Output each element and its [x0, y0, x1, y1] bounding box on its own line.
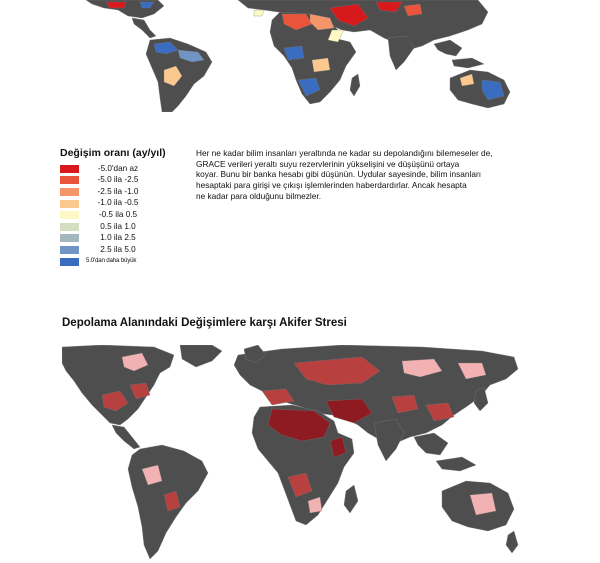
explanation-line: ne kadar para olduğunu bilmezler.	[196, 190, 321, 201]
legend-title: Değişim oranı (ay/yıl)	[60, 147, 166, 159]
legend-swatch	[60, 187, 79, 196]
india	[373, 418, 405, 462]
legend-label: -5.0 ila -2.5	[97, 175, 139, 185]
legend-swatch	[60, 164, 79, 173]
north-america	[62, 345, 175, 426]
legend-item: -2.5 ila -1.0	[60, 186, 190, 198]
legend-item: -5.0 ila -2.5	[60, 175, 190, 187]
central-america	[131, 17, 157, 39]
africa	[251, 404, 355, 526]
groundwater-change-map	[85, 0, 511, 112]
legend-label: 5.0'dan daha büyük	[86, 257, 137, 265]
explanation-line: Her ne kadar bilim insanları yeraltında …	[196, 148, 493, 158]
southeast-asia	[433, 39, 485, 69]
new-zealand	[505, 530, 519, 554]
southeast-asia	[413, 432, 477, 472]
legend-label: -5.0'dan az	[97, 163, 139, 173]
legend-item: 2.5 ila 5.0	[60, 244, 190, 256]
legend-swatch	[60, 222, 79, 231]
legend-swatch	[60, 211, 79, 220]
explanation-line: hesaptaki para girişi ve çıkışı işlemler…	[196, 180, 467, 191]
legend-item: 0.5 ila 1.0	[60, 221, 190, 233]
aquifer-stress-title: Depolama Alanındaki Değişimlere karşı Ak…	[62, 317, 347, 329]
change-rate-regions	[105, 1, 505, 101]
japan	[473, 386, 489, 412]
change-rate-legend: Değişim oranı (ay/yıl) -5.0'dan az -5.0 …	[60, 147, 190, 267]
legend-item: -1.0 ila -0.5	[60, 198, 190, 210]
explanation-line: GRACE verileri yeraltı suyu rezervlerini…	[196, 158, 460, 169]
scandinavia	[243, 345, 267, 364]
legend-swatch	[60, 257, 79, 266]
india	[387, 35, 415, 71]
legend-swatch	[60, 245, 79, 254]
legend-label: 2.5 ila 5.0	[100, 244, 136, 254]
legend-swatch	[60, 234, 79, 243]
madagascar	[343, 484, 359, 514]
aquifer-stress-map	[62, 345, 519, 560]
legend-item: -0.5 ila 0.5	[60, 209, 190, 221]
legend-label: -1.0 ila -0.5	[97, 198, 139, 208]
legend-item: -5.0'dan az	[60, 163, 190, 175]
aquifer-stress-regions	[101, 352, 497, 516]
greenland	[179, 345, 223, 368]
madagascar	[349, 73, 361, 97]
legend-swatch	[60, 199, 79, 208]
legend-items: -5.0'dan az -5.0 ila -2.5 -2.5 ila -1.0 …	[60, 163, 190, 267]
explanation-line: koyar. Bunu bir banka hesabı gibi düşünü…	[196, 169, 482, 180]
legend-label: -2.5 ila -1.0	[97, 186, 139, 196]
legend-label: 1.0 ila 2.5	[100, 233, 136, 243]
legend-label: 0.5 ila 1.0	[100, 221, 136, 231]
legend-swatch	[60, 176, 79, 185]
land-masses	[62, 345, 519, 560]
explanation-text: Her ne kadar bilim insanları yeraltında …	[196, 148, 546, 202]
legend-label: -0.5 ila 0.5	[98, 210, 138, 220]
legend-item: 5.0'dan daha büyük	[60, 256, 190, 268]
legend-item: 1.0 ila 2.5	[60, 233, 190, 245]
central-america	[111, 424, 141, 450]
